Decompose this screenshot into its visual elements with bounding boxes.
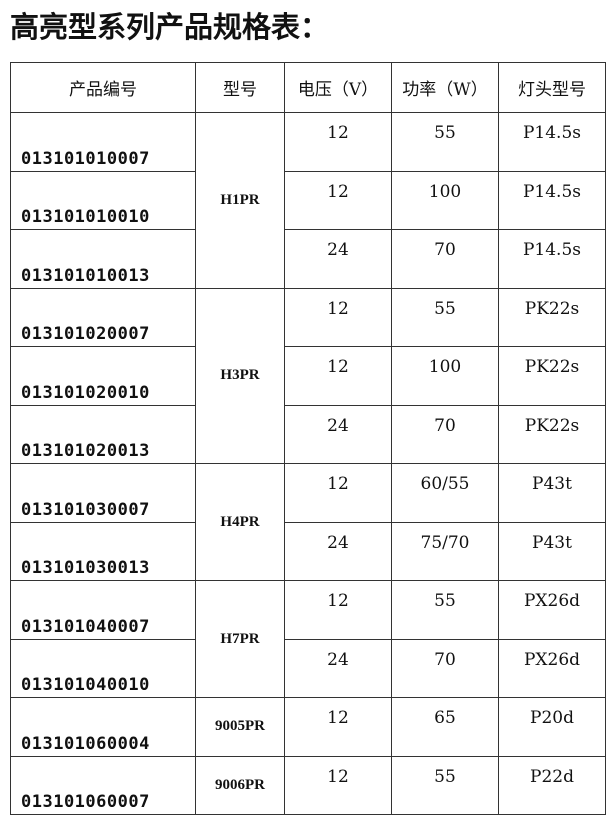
voltage-cell: 12 [284, 112, 392, 172]
table-row: 013101040007 H7PR 12 55 PX26d [10, 580, 606, 698]
spec-table: 产品编号 型号 电压（V） 功率（W） 灯头型号 013101010007 H1P… [10, 62, 606, 815]
table-row: 013101010007 H1PR 12 55 P14.5s [10, 112, 606, 289]
power-cell: 55 [391, 580, 499, 640]
product-code-cell: 013101020010 [10, 346, 196, 406]
base-cell: P20d [498, 697, 606, 757]
model-cell: H4PR [195, 463, 285, 581]
product-code-cell: 013101060007 [10, 755, 196, 815]
header-power: 功率（W） [391, 62, 499, 113]
power-cell: 60/55 [391, 463, 499, 523]
model-cell: 9006PR [195, 755, 285, 815]
voltage-cell: 24 [284, 521, 392, 581]
power-cell: 75/70 [391, 521, 499, 581]
base-cell: PK22s [498, 404, 606, 464]
product-code-cell: 013101030007 [10, 463, 196, 523]
model-cell: H3PR [195, 287, 285, 464]
header-row: 产品编号 型号 电压（V） 功率（W） 灯头型号 [10, 62, 606, 113]
header-model: 型号 [195, 62, 285, 113]
base-cell: P14.5s [498, 229, 606, 289]
base-cell: P22d [498, 755, 606, 815]
base-cell: P14.5s [498, 170, 606, 230]
table-row: 013101060004 9005PR 12 65 P20d [10, 697, 606, 757]
table-row: 013101010010 12 100 P14.5s [10, 170, 606, 230]
base-cell: PK22s [498, 287, 606, 347]
product-code-cell: 013101020013 [10, 404, 196, 464]
voltage-cell: 12 [284, 346, 392, 406]
power-cell: 65 [391, 697, 499, 757]
product-code-cell: 013101020007 [10, 287, 196, 347]
model-cell: H1PR [195, 112, 285, 289]
table-row: 013101020013 24 70 PK22s [10, 404, 606, 464]
table-row: 013101060007 9006PR 12 55 P22d [10, 755, 606, 815]
product-code-cell: 013101040010 [10, 638, 196, 698]
table-row: 013101010013 24 70 P14.5s [10, 229, 606, 289]
base-cell: PX26d [498, 638, 606, 698]
voltage-cell: 12 [284, 463, 392, 523]
voltage-cell: 12 [284, 170, 392, 230]
power-cell: 70 [391, 404, 499, 464]
table-row: 013101040010 24 70 PX26d [10, 638, 606, 698]
voltage-cell: 12 [284, 697, 392, 757]
voltage-cell: 24 [284, 404, 392, 464]
product-code-cell: 013101010013 [10, 229, 196, 289]
power-cell: 100 [391, 346, 499, 406]
base-cell: P43t [498, 463, 606, 523]
power-cell: 55 [391, 755, 499, 815]
header-code: 产品编号 [10, 62, 196, 113]
table-row: 013101020007 H3PR 12 55 PK22s [10, 287, 606, 464]
table-row: 013101020010 12 100 PK22s [10, 346, 606, 406]
voltage-cell: 24 [284, 229, 392, 289]
model-cell: 9005PR [195, 697, 285, 757]
model-cell: H7PR [195, 580, 285, 698]
product-code-cell: 013101010010 [10, 170, 196, 230]
product-code-cell: 013101030013 [10, 521, 196, 581]
power-cell: 70 [391, 229, 499, 289]
voltage-cell: 12 [284, 287, 392, 347]
power-cell: 100 [391, 170, 499, 230]
product-code-cell: 013101010007 [10, 112, 196, 172]
power-cell: 55 [391, 287, 499, 347]
voltage-cell: 12 [284, 580, 392, 640]
table-row: 013101030013 24 75/70 P43t [10, 521, 606, 581]
product-code-cell: 013101040007 [10, 580, 196, 640]
base-cell: PX26d [498, 580, 606, 640]
base-cell: P43t [498, 521, 606, 581]
page-title: 高亮型系列产品规格表： [10, 10, 330, 44]
power-cell: 55 [391, 112, 499, 172]
base-cell: P14.5s [498, 112, 606, 172]
voltage-cell: 12 [284, 755, 392, 815]
product-code-cell: 013101060004 [10, 697, 196, 757]
table-row: 013101030007 H4PR 12 60/55 P43t [10, 463, 606, 581]
header-base: 灯头型号 [498, 62, 606, 113]
power-cell: 70 [391, 638, 499, 698]
voltage-cell: 24 [284, 638, 392, 698]
header-voltage: 电压（V） [284, 62, 392, 113]
base-cell: PK22s [498, 346, 606, 406]
